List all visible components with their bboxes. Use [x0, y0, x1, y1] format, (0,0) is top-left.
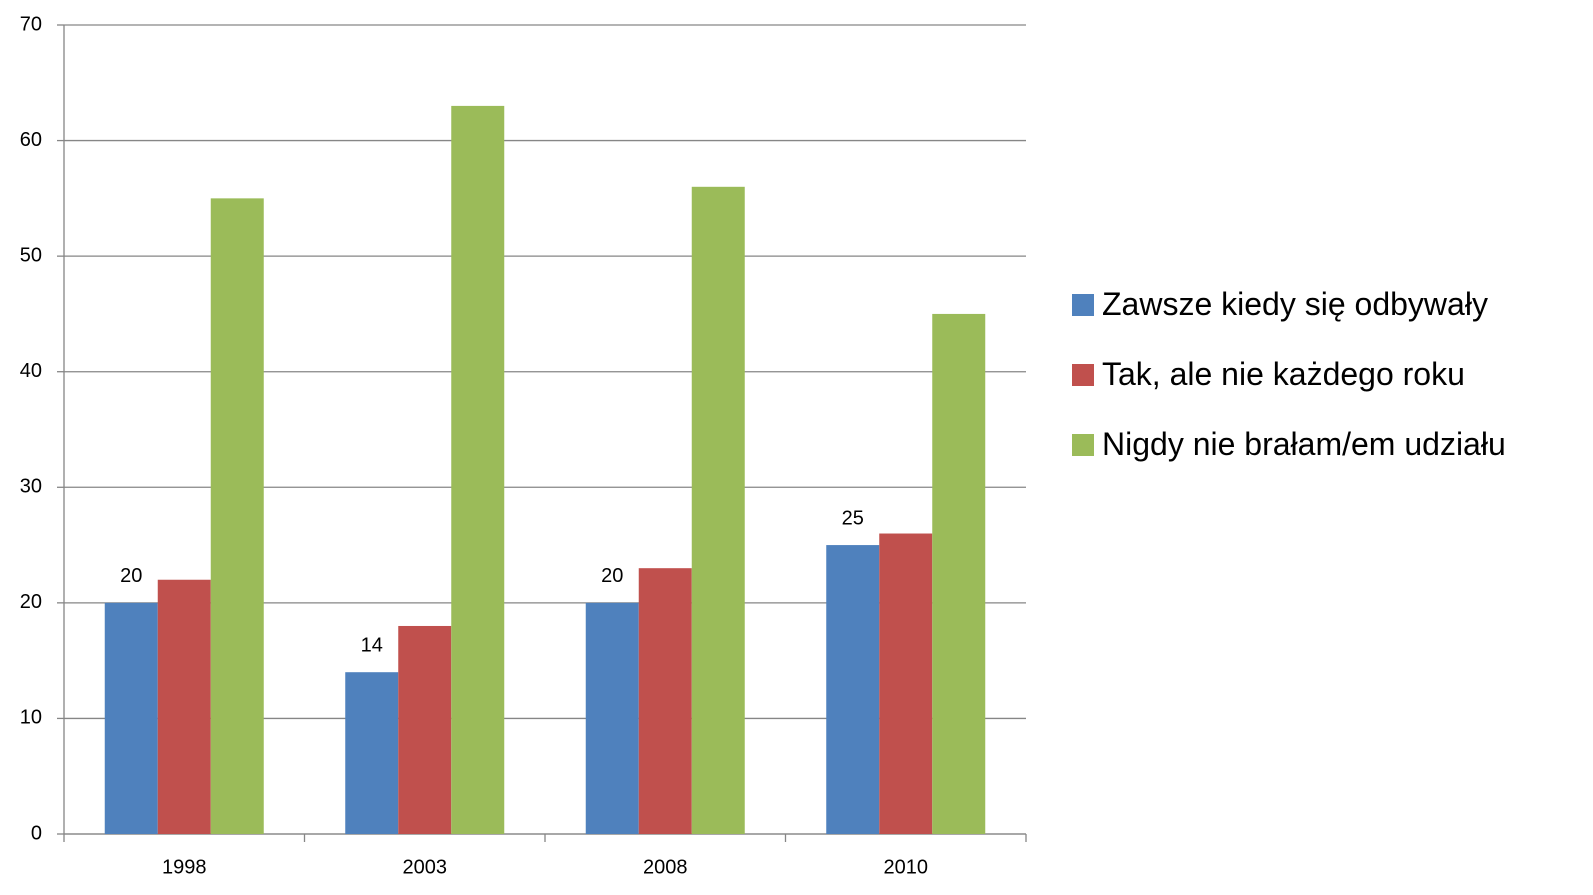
bar — [826, 545, 880, 834]
legend-item: Nigdy nie brałam/em udziału — [1072, 422, 1587, 466]
y-tick-label: 60 — [20, 129, 42, 151]
bar — [104, 602, 158, 834]
y-tick-label: 70 — [20, 13, 42, 35]
legend-label: Nigdy nie brałam/em udziału — [1102, 426, 1506, 462]
legend-label: Zawsze kiedy się odbywały — [1102, 286, 1488, 322]
bar — [932, 313, 986, 834]
bar — [157, 579, 211, 834]
y-tick-label: 30 — [20, 476, 42, 498]
data-label: 20 — [120, 565, 142, 587]
x-tick-label: 1998 — [162, 856, 207, 878]
bar — [638, 568, 692, 834]
legend-swatch — [1072, 294, 1094, 316]
y-tick-label: 50 — [20, 244, 42, 266]
bar — [210, 198, 264, 834]
data-label: 14 — [361, 634, 383, 656]
data-label: 25 — [842, 507, 864, 529]
x-tick-label: 2008 — [643, 856, 688, 878]
legend-item: Tak, ale nie każdego roku — [1072, 352, 1587, 396]
y-tick-label: 10 — [20, 707, 42, 729]
legend-swatch — [1072, 434, 1094, 456]
legend-label: Tak, ale nie każdego roku — [1102, 356, 1465, 392]
bar — [345, 672, 399, 834]
bar — [585, 602, 639, 834]
legend-swatch — [1072, 364, 1094, 386]
y-tick-label: 40 — [20, 360, 42, 382]
bar — [398, 625, 452, 834]
x-tick-label: 2010 — [884, 856, 929, 878]
y-tick-label: 0 — [31, 822, 42, 844]
bar — [691, 186, 745, 835]
y-tick-label: 20 — [20, 591, 42, 613]
legend-item: Zawsze kiedy się odbywały — [1072, 282, 1587, 326]
bar — [451, 105, 505, 834]
bar — [879, 533, 933, 834]
legend: Zawsze kiedy się odbywały Tak, ale nie ka… — [1072, 282, 1587, 492]
x-tick-label: 2003 — [403, 856, 448, 878]
data-label: 20 — [601, 565, 623, 587]
